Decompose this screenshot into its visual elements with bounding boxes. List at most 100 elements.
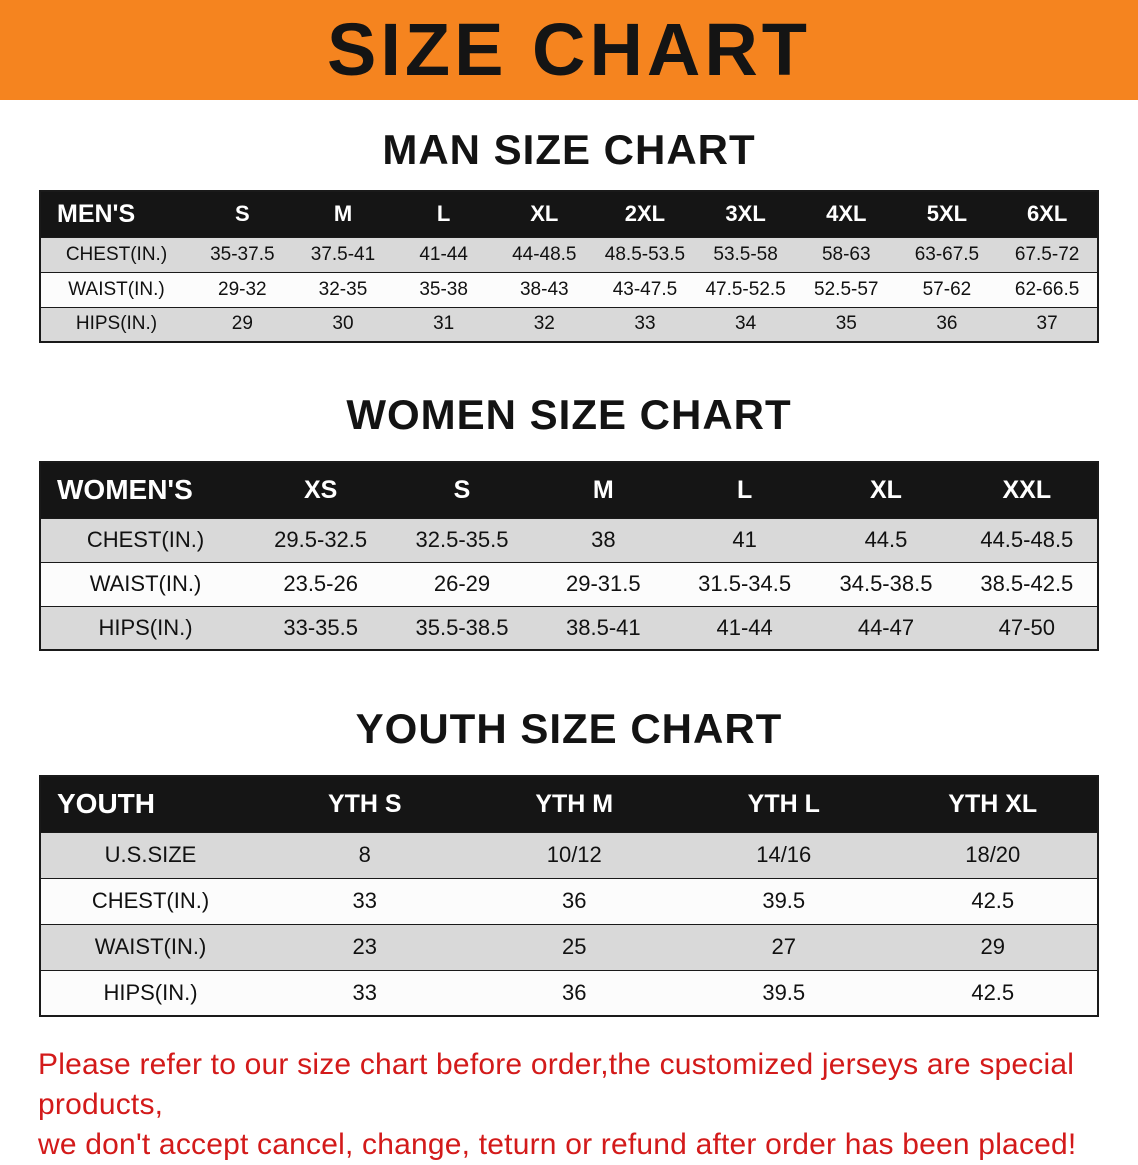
size-value-cell: 8 — [358, 842, 371, 867]
size-value-cell: 42.5 — [971, 888, 1015, 913]
size-value-cell: 57-62 — [922, 278, 972, 300]
size-value-cell: 38-43 — [519, 278, 569, 300]
size-value-cell: 38.5-41 — [566, 614, 641, 640]
youth-size-table: YOUTH YTH S YTH M YTH L YTH XL U.S.SIZE 8 10/12… — [39, 775, 1099, 1017]
size-value-cell: 23.5-26 — [283, 571, 358, 596]
table-row: CHEST(IN.) 35-37.5 37.5-41 41-44 44-48.5 48.5… — [40, 237, 1098, 272]
size-value-cell: 33 — [634, 313, 656, 335]
size-value-cell: 29.5-32.5 — [274, 527, 368, 552]
size-value-cell: 62-66.5 — [1014, 278, 1080, 300]
table-row: CHEST(IN.) 29.5-32.5 32.5-35.5 38 41 44.5 44.5… — [40, 518, 1098, 562]
size-value-cell: 41 — [732, 527, 757, 552]
measurement-row-label: CHEST(IN.) — [86, 527, 205, 552]
size-value-cell: 23 — [352, 934, 377, 959]
size-value-cell: 10/12 — [546, 842, 602, 867]
size-value-cell: 32.5-35.5 — [415, 527, 509, 552]
size-value-cell: 36 — [936, 313, 958, 335]
size-column-header: XXL — [1002, 475, 1052, 504]
size-value-cell: 43-47.5 — [612, 278, 678, 300]
size-value-cell: 27 — [771, 934, 796, 959]
size-value-cell: 41-44 — [419, 243, 468, 265]
measurement-row-label: CHEST(IN.) — [91, 888, 210, 913]
size-value-cell: 33 — [352, 888, 377, 913]
table-corner-label: YOUTH — [57, 788, 155, 820]
size-column-header: S — [453, 475, 471, 504]
size-value-cell: 37.5-41 — [310, 243, 376, 265]
size-column-header: 2XL — [624, 201, 666, 227]
size-value-cell: 52.5-57 — [814, 278, 879, 300]
table-corner-label: WOMEN'S — [57, 474, 193, 506]
size-value-cell: 44.5-48.5 — [980, 527, 1074, 552]
size-value-cell: 41-44 — [716, 614, 773, 640]
measurement-row-label: WAIST(IN.) — [89, 571, 202, 596]
measurement-row-label: WAIST(IN.) — [68, 278, 165, 300]
size-value-cell: 63-67.5 — [914, 243, 980, 265]
size-value-cell: 39.5 — [762, 888, 806, 913]
table-row: WAIST(IN.) 23.5-26 26-29 29-31.5 31.5-34.5 34… — [40, 562, 1098, 606]
size-column-header: S — [234, 201, 250, 227]
size-value-cell: 18/20 — [965, 842, 1021, 867]
size-column-header: YTH M — [535, 789, 614, 818]
size-column-header: YTH XL — [948, 789, 1038, 818]
size-column-header: M — [333, 201, 353, 227]
size-value-cell: 42.5 — [971, 979, 1015, 1005]
size-value-cell: 39.5 — [762, 979, 806, 1005]
size-value-cell: 26-29 — [433, 571, 491, 596]
table-row: WAIST(IN.) 29-32 32-35 35-38 38-43 43-47.5 47.… — [40, 272, 1098, 307]
size-column-header: XS — [303, 475, 338, 504]
size-column-header: M — [592, 475, 614, 504]
youth-section-heading: YOUTH SIZE CHART — [355, 705, 783, 752]
measurement-row-label: WAIST(IN.) — [94, 934, 207, 959]
size-value-cell: 32-35 — [318, 278, 368, 300]
disclaimer-line-2: we don't accept cancel, change, teturn o… — [38, 1127, 1077, 1161]
size-column-header: 3XL — [725, 201, 766, 227]
table-header-row: YOUTH YTH S YTH M YTH L YTH XL — [40, 776, 1098, 832]
table-row: HIPS(IN.) 29 30 31 32 33 34 35 36 37 — [40, 307, 1098, 342]
size-column-header: L — [436, 201, 451, 227]
measurement-row-label: HIPS(IN.) — [103, 979, 198, 1005]
size-value-cell: 67.5-72 — [1014, 243, 1080, 265]
measurement-row-label: HIPS(IN.) — [75, 313, 158, 335]
size-column-header: 4XL — [826, 201, 867, 227]
table-row: WAIST(IN.) 23 25 27 29 — [40, 924, 1098, 970]
size-value-cell: 31.5-34.5 — [698, 571, 792, 596]
size-value-cell: 35 — [835, 313, 857, 335]
measurement-row-label: U.S.SIZE — [104, 842, 197, 867]
size-value-cell: 29 — [980, 934, 1005, 959]
size-value-cell: 35.5-38.5 — [415, 614, 509, 640]
size-value-cell: 30 — [332, 313, 354, 335]
men-size-table: MEN'S S M L XL 2XL 3XL 4XL 5XL 6XL CHEST(IN.) 35-37… — [39, 190, 1099, 343]
size-value-cell: 47-50 — [998, 614, 1055, 640]
table-row: CHEST(IN.) 33 36 39.5 42.5 — [40, 878, 1098, 924]
women-size-section: WOMEN SIZE CHART WOMEN'S XS S M L XL XXL CHEST(… — [0, 391, 1138, 651]
size-value-cell: 44-47 — [857, 614, 915, 640]
size-column-header: YTH S — [327, 789, 402, 818]
size-value-cell: 35-38 — [419, 278, 468, 300]
size-value-cell: 53.5-58 — [713, 243, 778, 265]
size-chart-banner: SIZE CHART — [0, 0, 1138, 100]
size-column-header: YTH L — [747, 789, 820, 818]
size-value-cell: 33-35.5 — [283, 614, 358, 640]
size-value-cell: 32 — [533, 313, 555, 335]
women-section-heading: WOMEN SIZE CHART — [346, 391, 792, 438]
banner-title: SIZE CHART — [327, 8, 811, 91]
table-header-row: WOMEN'S XS S M L XL XXL — [40, 462, 1098, 518]
size-column-header: 5XL — [926, 201, 968, 227]
disclaimer-line-1: Please refer to our size chart before or… — [38, 1048, 1075, 1121]
size-value-cell: 48.5-53.5 — [604, 243, 686, 265]
size-value-cell: 35-37.5 — [210, 243, 275, 265]
table-corner-label: MEN'S — [57, 199, 136, 228]
size-value-cell: 31 — [433, 313, 455, 335]
size-value-cell: 34.5-38.5 — [839, 571, 933, 596]
size-column-header: XL — [530, 201, 559, 227]
size-value-cell: 38 — [591, 527, 616, 552]
size-value-cell: 47.5-52.5 — [705, 278, 786, 300]
size-value-cell: 14/16 — [756, 842, 812, 867]
table-row: HIPS(IN.) 33-35.5 35.5-38.5 38.5-41 41-44 44-… — [40, 606, 1098, 650]
table-row: HIPS(IN.) 33 36 39.5 42.5 — [40, 970, 1098, 1016]
size-value-cell: 58-63 — [821, 243, 871, 265]
men-section-heading: MAN SIZE CHART — [382, 126, 756, 173]
size-column-header: XL — [870, 475, 902, 504]
women-size-table: WOMEN'S XS S M L XL XXL CHEST(IN.) 29.5-32.5 32.5… — [39, 461, 1099, 651]
size-value-cell: 38.5-42.5 — [980, 571, 1074, 596]
